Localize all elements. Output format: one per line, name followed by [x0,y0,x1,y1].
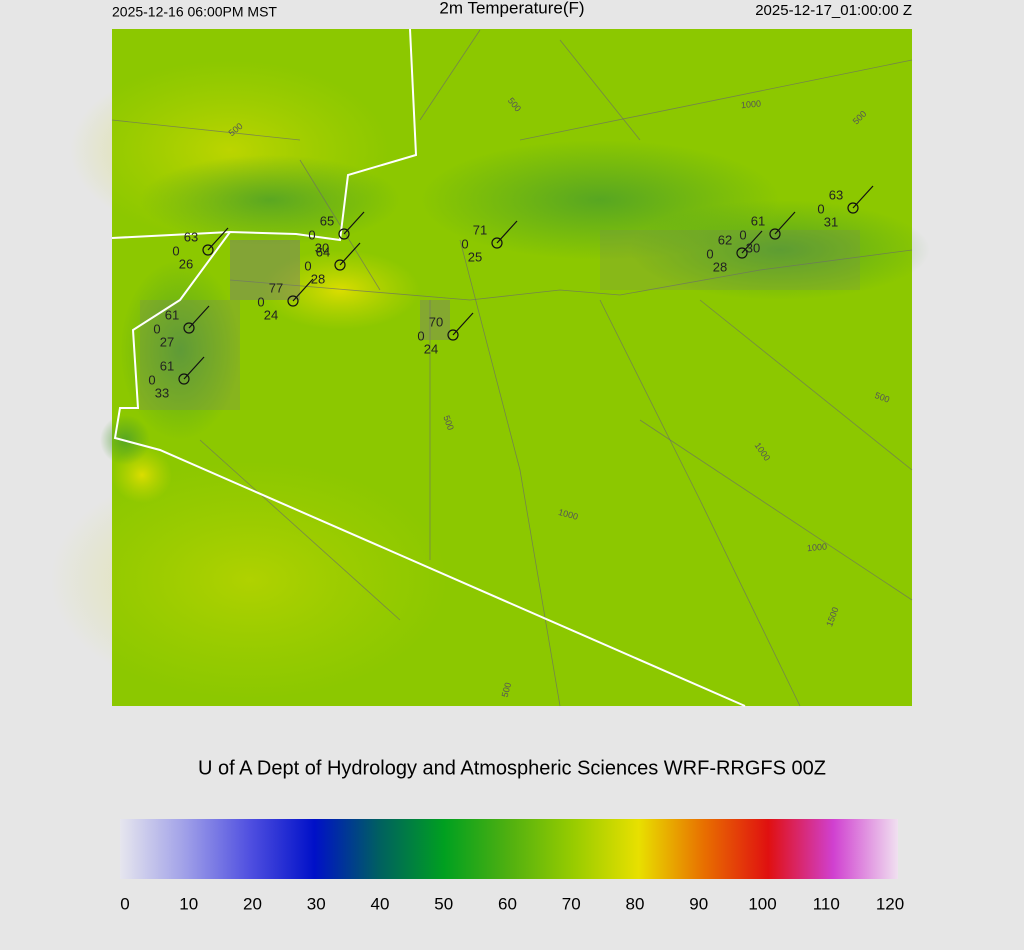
colorbar-ticks: 0 10 20 30 40 50 60 70 80 90 100 110 120 [120,879,904,913]
colorbar-tick-label: 0 [120,894,129,913]
station-circle [447,329,459,341]
temperature: 65 [320,213,334,228]
cool-area [630,200,930,300]
dewpoint: 24 [264,307,278,322]
station-circle [178,373,190,385]
wind: 0 [308,227,315,242]
station-circle [334,259,346,271]
wind: 0 [148,372,155,387]
colorbar-tick-label: 10 [179,894,198,913]
wind: 0 [461,236,468,251]
wind: 0 [706,246,713,261]
dewpoint: 31 [824,214,838,229]
dewpoint: 26 [179,256,193,271]
contour-label: 500 [441,414,456,432]
colorbar-tick-label: 100 [748,894,776,913]
wind: 0 [304,258,311,273]
temperature: 63 [829,187,843,202]
temperature: 64 [316,244,330,259]
roads [111,29,913,707]
temperature: 62 [718,232,732,247]
dewpoint: 30 [746,240,760,255]
contour-label: 500 [873,390,891,405]
cool-area [140,155,400,245]
dewpoint: 28 [311,271,325,286]
colorbar-tick-label: 20 [243,894,262,913]
station-circle [769,228,781,240]
station-circle [287,295,299,307]
wind: 0 [153,321,160,336]
temperature: 61 [160,358,174,373]
map [50,28,930,707]
dewpoint: 33 [155,385,169,400]
dewpoint: 28 [713,259,727,274]
colorbar-tick-label: 30 [307,894,326,913]
colorbar-tick-label: 110 [813,894,840,913]
station-circle [847,202,859,214]
temperature: 61 [751,213,765,228]
temperature: 70 [429,314,443,329]
temperature: 77 [269,280,283,295]
station-circle [183,322,195,334]
colorbar-tick-label: 70 [562,894,581,913]
warm-area [260,250,420,330]
dewpoint: 30 [315,240,329,255]
colorbar-tick-label: 60 [498,894,517,913]
contour-label: 1000 [741,99,762,111]
wind: 0 [257,294,264,309]
station-circle [736,247,748,259]
dewpoint: 25 [468,249,482,264]
cool-area [120,260,240,440]
credit: U of A Dept of Hydrology and Atmospheric… [198,757,826,779]
station-circle [338,228,350,240]
contour-label: 500 [500,681,514,698]
wind: 0 [417,328,424,343]
contour-label: 1000 [807,542,828,554]
borders [111,28,746,707]
colorbar-tick-label: 120 [876,894,904,913]
temperature: 71 [473,222,487,237]
dewpoint: 24 [424,341,438,356]
colorbar [120,819,898,879]
wind: 0 [172,243,179,258]
stations: 6302665030640287702461027610337002471025… [148,185,874,400]
colorbar-tick-label: 80 [626,894,645,913]
valid-time: 2025-12-16 06:00PM MST [112,4,277,20]
station-circle [491,237,503,249]
colorbar-tick-label: 50 [434,894,453,913]
temperature: 61 [165,307,179,322]
dewpoint: 27 [160,334,174,349]
station-circle [202,244,214,256]
wind: 0 [739,227,746,242]
utc-time: 2025-12-17_01:00:00 Z [755,2,912,19]
warm-area [50,460,450,700]
title: 2m Temperature(F) [439,0,584,17]
wind: 0 [817,201,824,216]
colorbar-tick-label: 90 [689,894,708,913]
colorbar-tick-label: 40 [371,894,390,913]
temperature: 63 [184,229,198,244]
